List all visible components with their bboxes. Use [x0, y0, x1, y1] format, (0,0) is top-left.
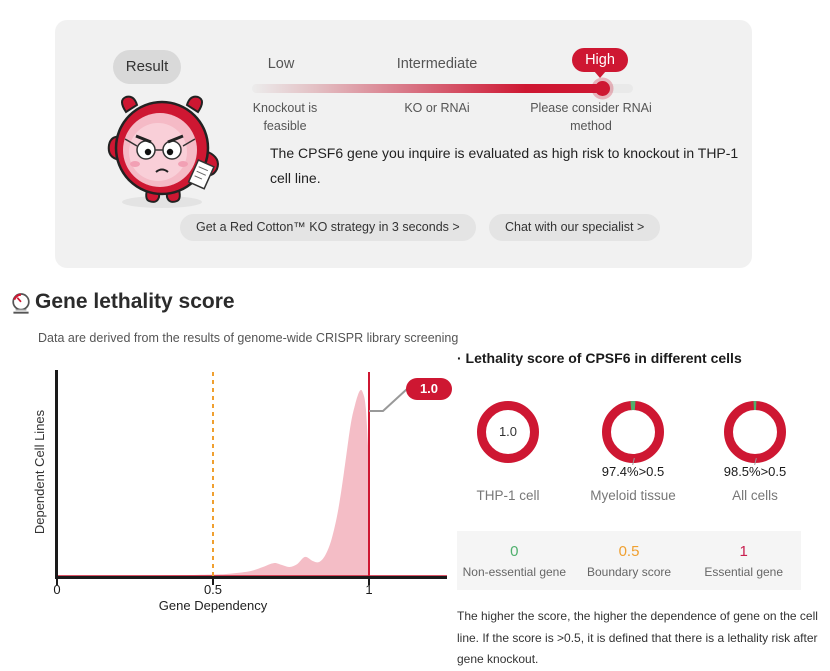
petri-dish-icon — [12, 293, 30, 314]
callout-connector — [369, 388, 408, 412]
risk-slider-knob — [595, 81, 610, 96]
section-subtitle: Data are derived from the results of gen… — [38, 331, 459, 345]
risk-desc-intermediate: KO or RNAi — [404, 101, 470, 115]
high-badge-pointer — [594, 71, 606, 78]
donut-center-score — [723, 400, 787, 464]
mascot-mouth — [155, 168, 169, 173]
legend-label-1: Essential gene — [704, 564, 784, 579]
donut-all-cells: 98.5%>0.5 All cells — [705, 398, 805, 508]
donut-cell-label: THP-1 cell — [476, 488, 540, 503]
donut-center-score: 1.0 — [498, 424, 518, 439]
mascot-right-blush — [178, 161, 188, 167]
risk-level-high-badge: High — [572, 48, 628, 72]
legend-value-1: 1 — [739, 542, 748, 560]
result-bubble-label: Result — [125, 58, 169, 75]
risk-level-intermediate-label: Intermediate — [396, 56, 478, 72]
result-speech-bubble: Result — [113, 50, 181, 84]
donut-ring-thp1 — [477, 401, 539, 463]
gene-dependency-chart: 1.0 Gene Dependency 0 0.5 1 — [40, 368, 455, 618]
donut-percentage: 98.5%>0.5 — [723, 464, 787, 479]
result-message: The CPSF6 gene you inquire is evaluated … — [270, 145, 739, 186]
donut-green-arc — [724, 401, 786, 463]
ko-strategy-button[interactable]: Get a Red Cotton™ KO strategy in 3 secon… — [180, 214, 476, 241]
legend-value-05: 0.5 — [618, 542, 640, 560]
mascot-paper — [187, 158, 215, 190]
donut-cell-label: All cells — [732, 488, 778, 503]
legend-essential: 1 Essential gene — [686, 543, 801, 579]
legend-label-05: Boundary score — [586, 564, 672, 579]
risk-desc-low: Knockout is feasible — [252, 101, 318, 134]
mascot-right-pupil — [166, 148, 174, 156]
risk-slider-track — [252, 84, 633, 93]
mascot-left-horn — [121, 95, 139, 114]
donut-center-score — [601, 400, 665, 464]
donut-thp1: 1.0 THP-1 cell — [458, 398, 558, 508]
donut-percentage: 97.4%>0.5 — [601, 464, 665, 479]
density-plot — [55, 370, 447, 585]
donut-myeloid: 97.4%>0.5 Myeloid tissue — [583, 398, 683, 508]
mascot-left-blush — [130, 161, 140, 167]
score-legend-bar: 0 Non-essential gene 0.5 Boundary score … — [457, 531, 801, 590]
mascot-right-horn — [185, 95, 203, 114]
mascot-right-eyebrow — [167, 134, 184, 144]
chat-specialist-button[interactable]: Chat with our specialist > — [489, 214, 661, 241]
risk-level-low-label: Low — [267, 56, 295, 72]
mascot-left-eyebrow — [135, 134, 152, 144]
score-explanation-note: The higher the score, the higher the dep… — [457, 609, 818, 667]
x-tick-label: 1 — [365, 582, 373, 597]
cells-panel-title: · Lethality score of CPSF6 in different … — [457, 350, 742, 366]
section-title: Gene lethality score — [35, 290, 235, 313]
mascot-left-pupil — [144, 148, 152, 156]
legend-boundary: 0.5 Boundary score — [572, 543, 687, 579]
density-area — [57, 389, 369, 577]
risk-slider-fill — [252, 84, 603, 93]
x-tick-label: 0 — [53, 582, 61, 597]
risk-desc-high: Please consider RNAi method — [530, 101, 652, 134]
legend-non-essential: 0 Non-essential gene — [457, 543, 572, 579]
mascot-shadow — [122, 196, 202, 208]
legend-value-0: 0 — [510, 542, 519, 560]
mascot-cell-character — [107, 95, 219, 208]
donut-red-ring — [477, 401, 539, 463]
chart-x-axis-label: Gene Dependency — [158, 598, 268, 613]
score-callout-badge: 1.0 — [406, 378, 452, 400]
x-tick-label: 0.5 — [203, 582, 223, 597]
donut-cell-label: Myeloid tissue — [590, 488, 676, 503]
legend-label-0: Non-essential gene — [462, 564, 567, 579]
